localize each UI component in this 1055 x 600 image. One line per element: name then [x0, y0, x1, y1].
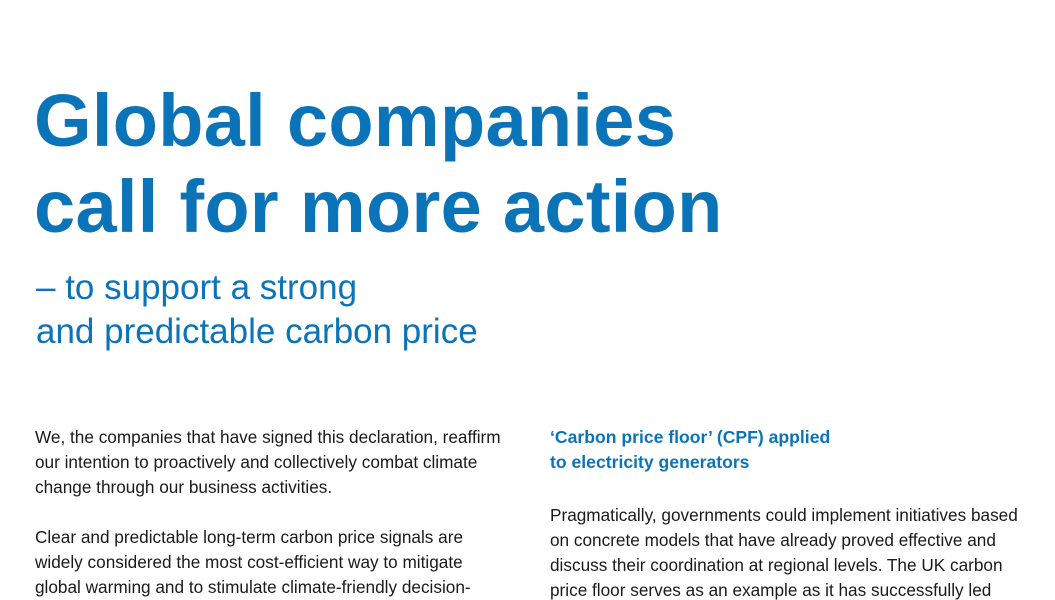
- left-column: We, the companies that have signed this …: [35, 425, 525, 600]
- text-line: We, the companies that have signed this …: [35, 427, 501, 447]
- page-title: Global companies call for more action: [34, 78, 723, 250]
- heading-line: to electricity generators: [550, 452, 750, 472]
- subtitle-line: – to support a strong: [36, 268, 358, 307]
- text-line: Pragmatically, governments could impleme…: [550, 505, 1018, 525]
- intro-paragraph: We, the companies that have signed this …: [35, 425, 525, 500]
- page-subtitle: – to support a strong and predictable ca…: [36, 266, 478, 354]
- text-line: our intention to proactively and collect…: [35, 452, 478, 472]
- text-line: widely considered the most cost-efficien…: [35, 552, 463, 572]
- text-line: discuss their coordination at regional l…: [550, 555, 1003, 575]
- section-heading: ‘Carbon price floor’ (CPF) applied to el…: [550, 425, 1030, 475]
- text-line: global warming and to stimulate climate-…: [35, 577, 471, 597]
- right-column: ‘Carbon price floor’ (CPF) applied to el…: [550, 425, 1030, 600]
- body-paragraph: Pragmatically, governments could impleme…: [550, 503, 1030, 600]
- text-line: Clear and predictable long-term carbon p…: [35, 527, 464, 547]
- text-line: change through our business activities.: [35, 477, 333, 497]
- subtitle-line: and predictable carbon price: [36, 312, 478, 351]
- title-line: Global companies: [34, 79, 677, 162]
- title-line: call for more action: [34, 165, 723, 248]
- heading-line: ‘Carbon price floor’ (CPF) applied: [550, 427, 831, 447]
- body-paragraph: Clear and predictable long-term carbon p…: [35, 525, 525, 600]
- text-line: price floor serves as an example as it h…: [550, 580, 992, 600]
- text-line: on concrete models that have already pro…: [550, 530, 996, 550]
